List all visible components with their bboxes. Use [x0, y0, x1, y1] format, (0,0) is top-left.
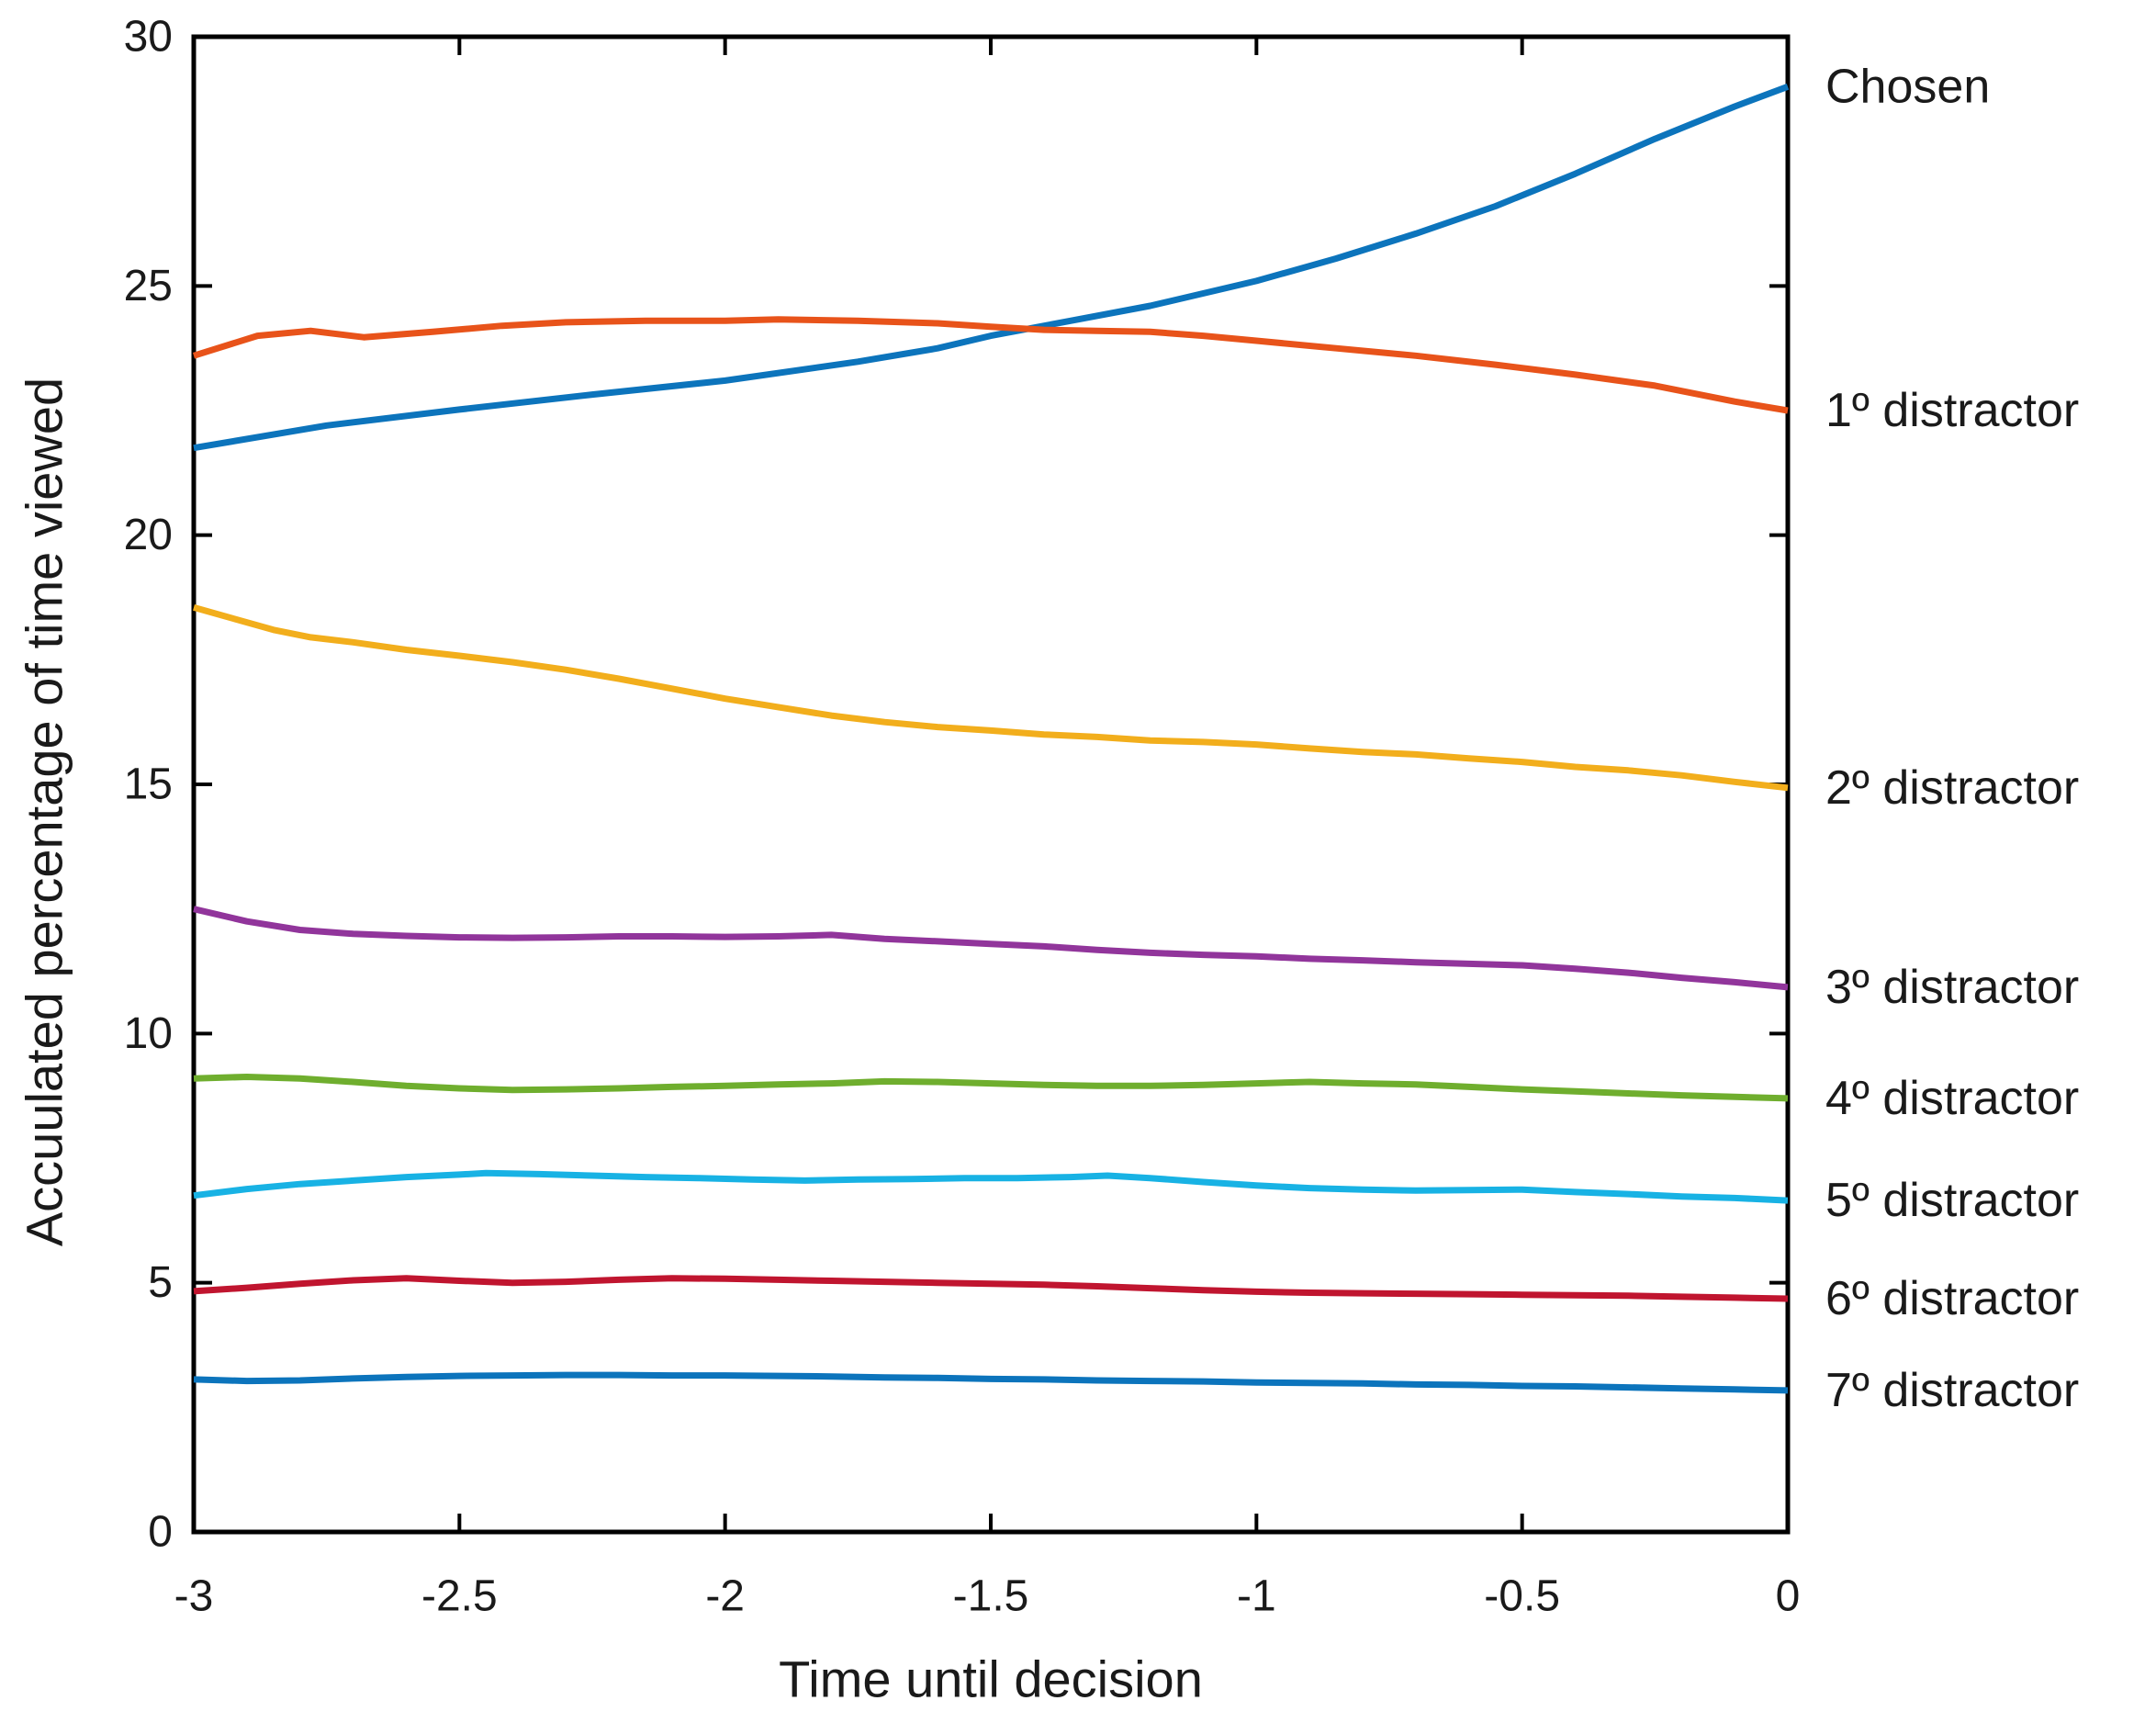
- series-line-distractor-5: [193, 1169, 1789, 1204]
- plot-frame: [191, 34, 1791, 1535]
- y-tick-label: 10: [124, 1009, 173, 1058]
- y-tick-label: 20: [124, 511, 173, 559]
- x-tick-label: -3: [174, 1572, 214, 1621]
- series-line-distractor-4: [193, 1074, 1789, 1102]
- y-tick-label: 30: [124, 13, 173, 62]
- y-tick-label: 5: [148, 1258, 173, 1307]
- x-tick-label: -2.5: [421, 1572, 498, 1621]
- y-tick-label: 25: [124, 262, 173, 310]
- series-label-distractor-1: 1º distractor: [1825, 384, 2079, 437]
- x-tick-label: 0: [1776, 1572, 1801, 1621]
- y-tick-label: 0: [148, 1508, 173, 1557]
- series-label-distractor-4: 4º distractor: [1825, 1072, 2079, 1125]
- series-line-distractor-3: [193, 906, 1789, 991]
- y-axis-title: Accuulated percentage of time viewed: [15, 377, 73, 1247]
- series-label-distractor-2: 2º distractor: [1825, 761, 2079, 815]
- x-tick-label: -1.5: [953, 1572, 1029, 1621]
- x-tick-label: -2: [705, 1572, 745, 1621]
- series-line-distractor-2: [193, 604, 1789, 792]
- y-tick-label: 15: [124, 760, 173, 809]
- series-line-distractor-1: [192, 316, 1789, 414]
- series-line-distractor-6: [193, 1275, 1789, 1302]
- series-label-distractor-6: 6º distractor: [1825, 1272, 2079, 1325]
- series-line-distractor-7: [193, 1371, 1789, 1394]
- x-tick-label: -1: [1237, 1572, 1276, 1621]
- x-tick-label: -0.5: [1484, 1572, 1560, 1621]
- x-axis-title: Time until decision: [779, 1650, 1203, 1708]
- series-label-chosen: Chosen: [1825, 60, 1990, 113]
- series-label-distractor-7: 7º distractor: [1825, 1364, 2079, 1417]
- series-line-chosen: [193, 84, 1790, 452]
- series-label-distractor-5: 5º distractor: [1825, 1174, 2079, 1227]
- series-label-distractor-3: 3º distractor: [1825, 961, 2079, 1014]
